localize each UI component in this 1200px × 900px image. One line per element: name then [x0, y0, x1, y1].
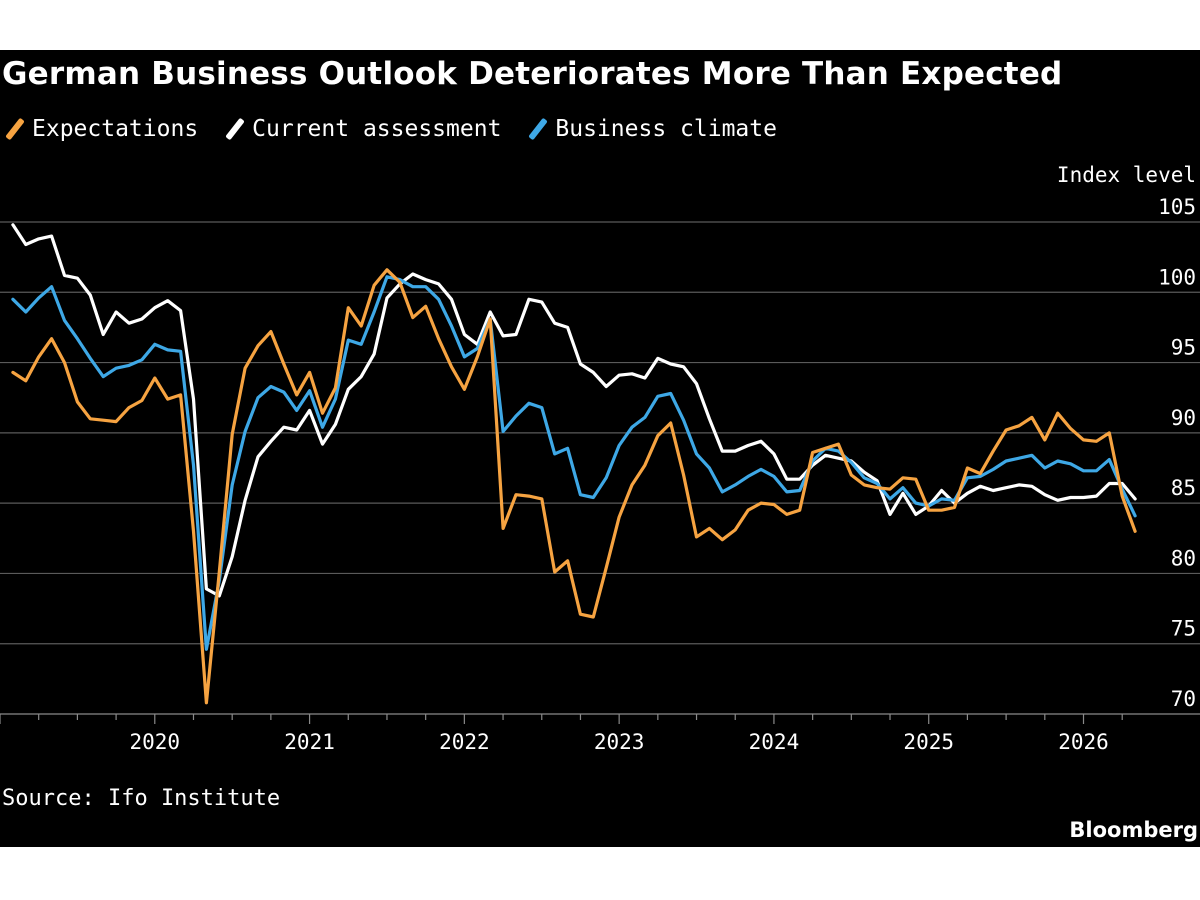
- y-tick-label-75: 75: [1171, 617, 1196, 641]
- legend: Expectations Current assessment Business…: [5, 114, 777, 144]
- y-tick-label-80: 80: [1171, 546, 1196, 570]
- x-tick-label-2025: 2025: [903, 730, 954, 754]
- line-chart-plot: 105 100 95 90 85 80 75 70 Index level 2020 2021 202…: [0, 163, 1200, 754]
- y-tick-label-100: 100: [1158, 265, 1196, 289]
- y-tick-label-70: 70: [1171, 687, 1196, 711]
- x-tick-label-2026: 2026: [1058, 730, 1109, 754]
- y-tick-label-85: 85: [1171, 476, 1196, 500]
- legend-item-current-assessment[interactable]: Current assessment: [225, 116, 502, 142]
- x-tick-label-2023: 2023: [594, 730, 645, 754]
- x-tick-label-2021: 2021: [284, 730, 335, 754]
- legend-label-current-assessment: Current assessment: [252, 116, 502, 142]
- legend-label-business-climate: Business climate: [555, 116, 777, 142]
- x-tick-label-2024: 2024: [749, 730, 800, 754]
- legend-label-expectations: Expectations: [32, 116, 199, 142]
- chart-title: German Business Outlook Deteriorates Mor…: [2, 56, 1063, 92]
- chart-frame: German Business Outlook Deteriorates Mor…: [0, 50, 1200, 847]
- y-tick-label-105: 105: [1158, 195, 1196, 219]
- bloomberg-logo: Bloomberg: [1069, 818, 1198, 842]
- y-axis-unit-label: Index level: [1057, 163, 1196, 187]
- y-tick-label-90: 90: [1171, 406, 1196, 430]
- source-note: Source: Ifo Institute: [2, 786, 281, 811]
- series-line-expectations: [11, 268, 1137, 705]
- x-tick-label-2022: 2022: [439, 730, 490, 754]
- x-tick-label-2020: 2020: [129, 730, 180, 754]
- series-line-current-assessment: [11, 223, 1137, 598]
- legend-item-business-climate[interactable]: Business climate: [528, 116, 777, 142]
- legend-item-expectations[interactable]: Expectations: [5, 116, 199, 142]
- series-line-business-climate: [11, 275, 1137, 651]
- y-tick-label-95: 95: [1171, 336, 1196, 360]
